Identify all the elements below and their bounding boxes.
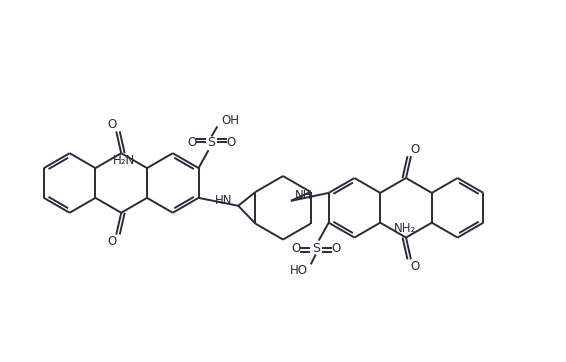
Text: S: S [208, 136, 216, 149]
Text: O: O [410, 260, 419, 273]
Text: NH: NH [295, 189, 313, 202]
Text: S: S [312, 242, 320, 255]
Text: O: O [108, 118, 117, 131]
Text: NH₂: NH₂ [394, 222, 417, 235]
Text: O: O [410, 143, 419, 156]
Text: O: O [331, 242, 340, 255]
Text: H₂N: H₂N [113, 153, 135, 167]
Text: O: O [226, 136, 236, 149]
Text: HN: HN [215, 194, 232, 207]
Text: OH: OH [221, 114, 239, 127]
Text: O: O [108, 235, 117, 248]
Text: HO: HO [290, 264, 308, 277]
Text: O: O [291, 242, 301, 255]
Text: O: O [187, 136, 196, 149]
